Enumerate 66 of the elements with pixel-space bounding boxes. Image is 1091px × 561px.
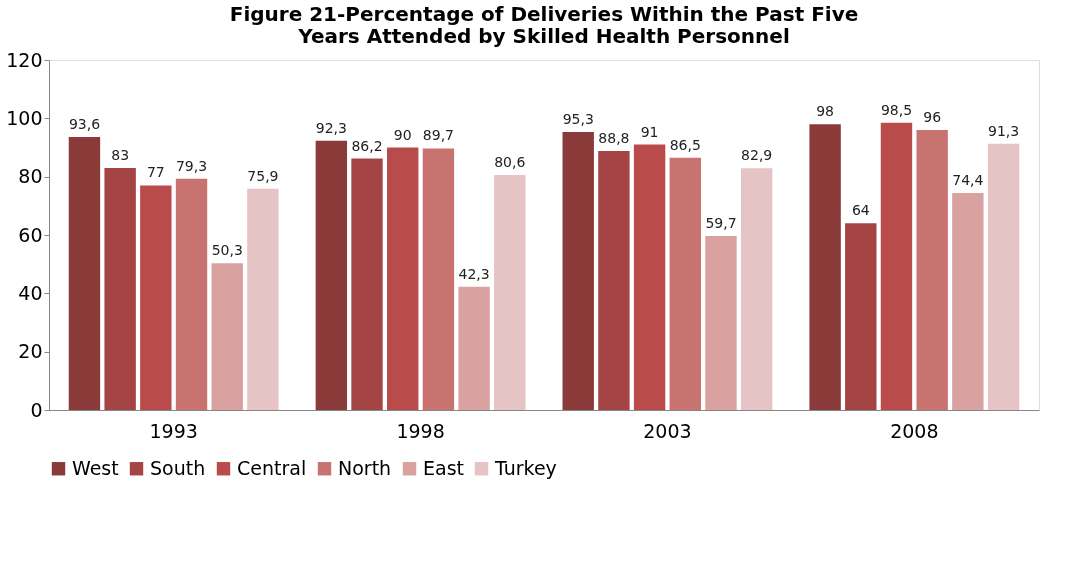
legend-label: Turkey [494, 456, 557, 479]
data-label: 64 [851, 202, 870, 219]
bar [740, 168, 773, 410]
data-label: 59,7 [705, 214, 737, 231]
bar [422, 148, 455, 410]
data-label: 42,3 [458, 265, 490, 282]
bar [952, 193, 984, 410]
y-tick-label: 80 [18, 165, 43, 188]
bar [247, 188, 279, 410]
data-label: 79,3 [175, 157, 208, 174]
x-tick-label: 1993 [149, 419, 198, 442]
bar [351, 158, 383, 410]
bar [562, 132, 594, 410]
data-label: 77 [146, 164, 165, 181]
data-label: 75,9 [247, 167, 279, 184]
legend-label: North [338, 456, 392, 479]
bar [987, 143, 1020, 410]
bar [809, 124, 841, 410]
bar [669, 157, 701, 410]
bar [633, 144, 666, 410]
data-label: 50,3 [211, 242, 243, 259]
data-label: 74,4 [952, 172, 984, 188]
chart-title: Figure 21-Percentage of Deliveries Within the Past Five Years Attended by Skilled Health Personnel [229, 2, 859, 48]
legend-label: South [150, 456, 206, 479]
data-label: 90 [393, 126, 412, 143]
bar [315, 140, 348, 410]
y-tick-label: 40 [18, 281, 43, 304]
data-label: 98 [816, 103, 835, 120]
legend-label: East [423, 456, 464, 479]
bar [880, 122, 913, 410]
data-label: 80,6 [494, 153, 526, 170]
y-tick-label: 120 [6, 48, 43, 71]
data-label: 82,9 [741, 147, 773, 164]
legend-label: West [72, 456, 119, 479]
bar [598, 151, 630, 410]
bar [211, 263, 243, 410]
bar [175, 178, 208, 410]
data-label: 92,3 [315, 119, 347, 136]
x-tick-label: 1998 [396, 419, 445, 442]
bar [140, 185, 172, 410]
data-label: 98,5 [880, 101, 913, 118]
data-label: 95,3 [562, 111, 594, 128]
data-label: 96 [923, 109, 942, 125]
data-label: 88,8 [598, 130, 630, 146]
data-label: 86,2 [351, 137, 383, 154]
data-label: 86,5 [669, 136, 701, 153]
bar [68, 137, 101, 410]
x-tick-label: 2008 [890, 419, 939, 442]
bar [705, 235, 737, 410]
bar [916, 130, 948, 410]
y-tick-label: 0 [30, 398, 43, 421]
bar [104, 167, 136, 410]
bar [387, 147, 419, 410]
bar [494, 174, 526, 410]
data-label: 91 [640, 123, 659, 140]
legend-label: Central [237, 456, 307, 479]
data-label: 83 [111, 146, 130, 163]
y-tick-label: 20 [18, 340, 43, 363]
y-tick-label: 60 [18, 223, 43, 246]
bar [458, 286, 490, 410]
x-tick-label: 2003 [643, 419, 692, 442]
bar [845, 223, 877, 410]
y-tick-label: 100 [6, 106, 43, 129]
data-label: 91,3 [987, 122, 1020, 139]
data-label: 89,7 [422, 127, 454, 144]
data-label: 93,6 [68, 116, 101, 132]
